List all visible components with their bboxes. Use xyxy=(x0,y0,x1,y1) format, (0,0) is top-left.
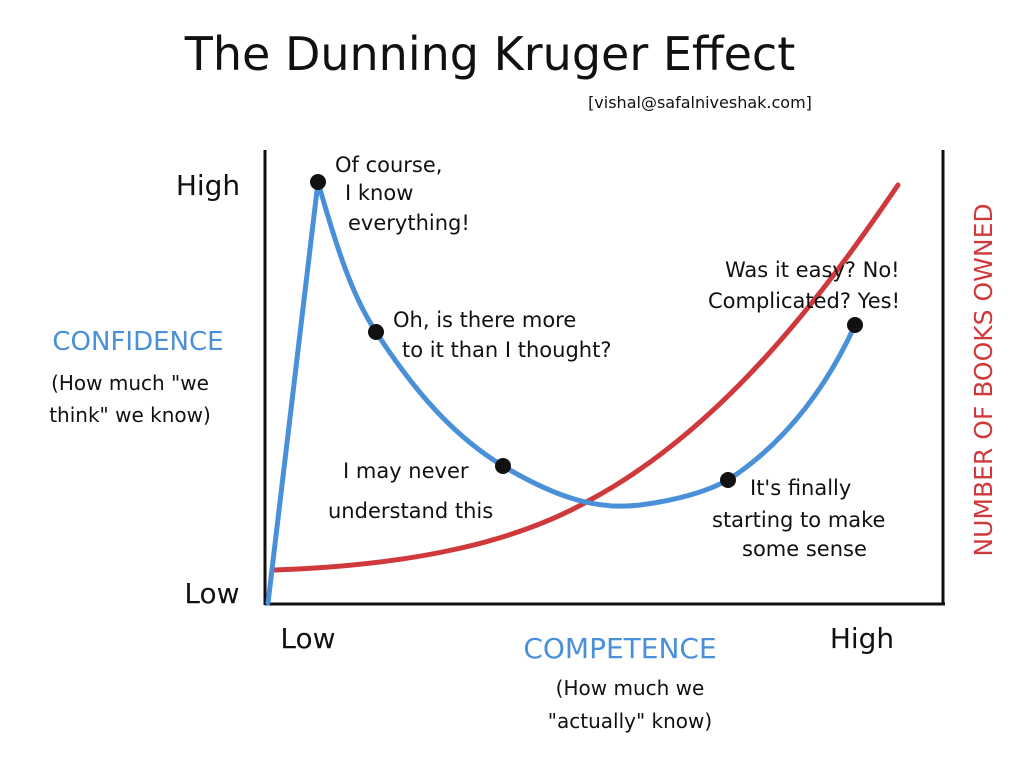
y-sublabel: (How much "we xyxy=(51,371,209,395)
annotation: starting to make xyxy=(712,508,885,532)
annotation: Was it easy? No! xyxy=(725,258,900,282)
right-label: NUMBER OF BOOKS OWNED xyxy=(969,203,998,556)
y-high: High xyxy=(176,169,240,202)
x-label: COMPETENCE xyxy=(523,632,716,665)
annotation: I may never xyxy=(343,459,469,483)
annotation: Oh, is there more xyxy=(393,308,576,332)
dot xyxy=(368,324,384,340)
annotation: Of course, xyxy=(335,153,442,177)
annotation: Complicated? Yes! xyxy=(708,289,900,313)
x-sublabel: "actually" know) xyxy=(548,709,712,733)
annotation: everything! xyxy=(348,211,470,235)
dot xyxy=(495,458,511,474)
credit: [vishal@safalniveshak.com] xyxy=(588,93,812,112)
dot xyxy=(720,472,736,488)
confidence-curve xyxy=(265,179,858,606)
annotation: some sense xyxy=(742,537,867,561)
dot xyxy=(310,174,326,190)
x-sublabel: (How much we xyxy=(556,676,705,700)
annotation: to it than I thought? xyxy=(402,338,612,362)
annotation: I know xyxy=(345,181,413,205)
annotation: understand this xyxy=(328,499,493,523)
y-low: Low xyxy=(184,577,239,610)
y-sublabel: think" we know) xyxy=(49,403,211,427)
x-low: Low xyxy=(280,622,335,655)
books-curve xyxy=(272,182,901,573)
y-label: CONFIDENCE xyxy=(52,327,223,357)
dot xyxy=(847,317,863,333)
title: The Dunning Kruger Effect xyxy=(184,27,795,81)
annotation: It's finally xyxy=(750,476,851,500)
x-high: High xyxy=(830,622,894,655)
